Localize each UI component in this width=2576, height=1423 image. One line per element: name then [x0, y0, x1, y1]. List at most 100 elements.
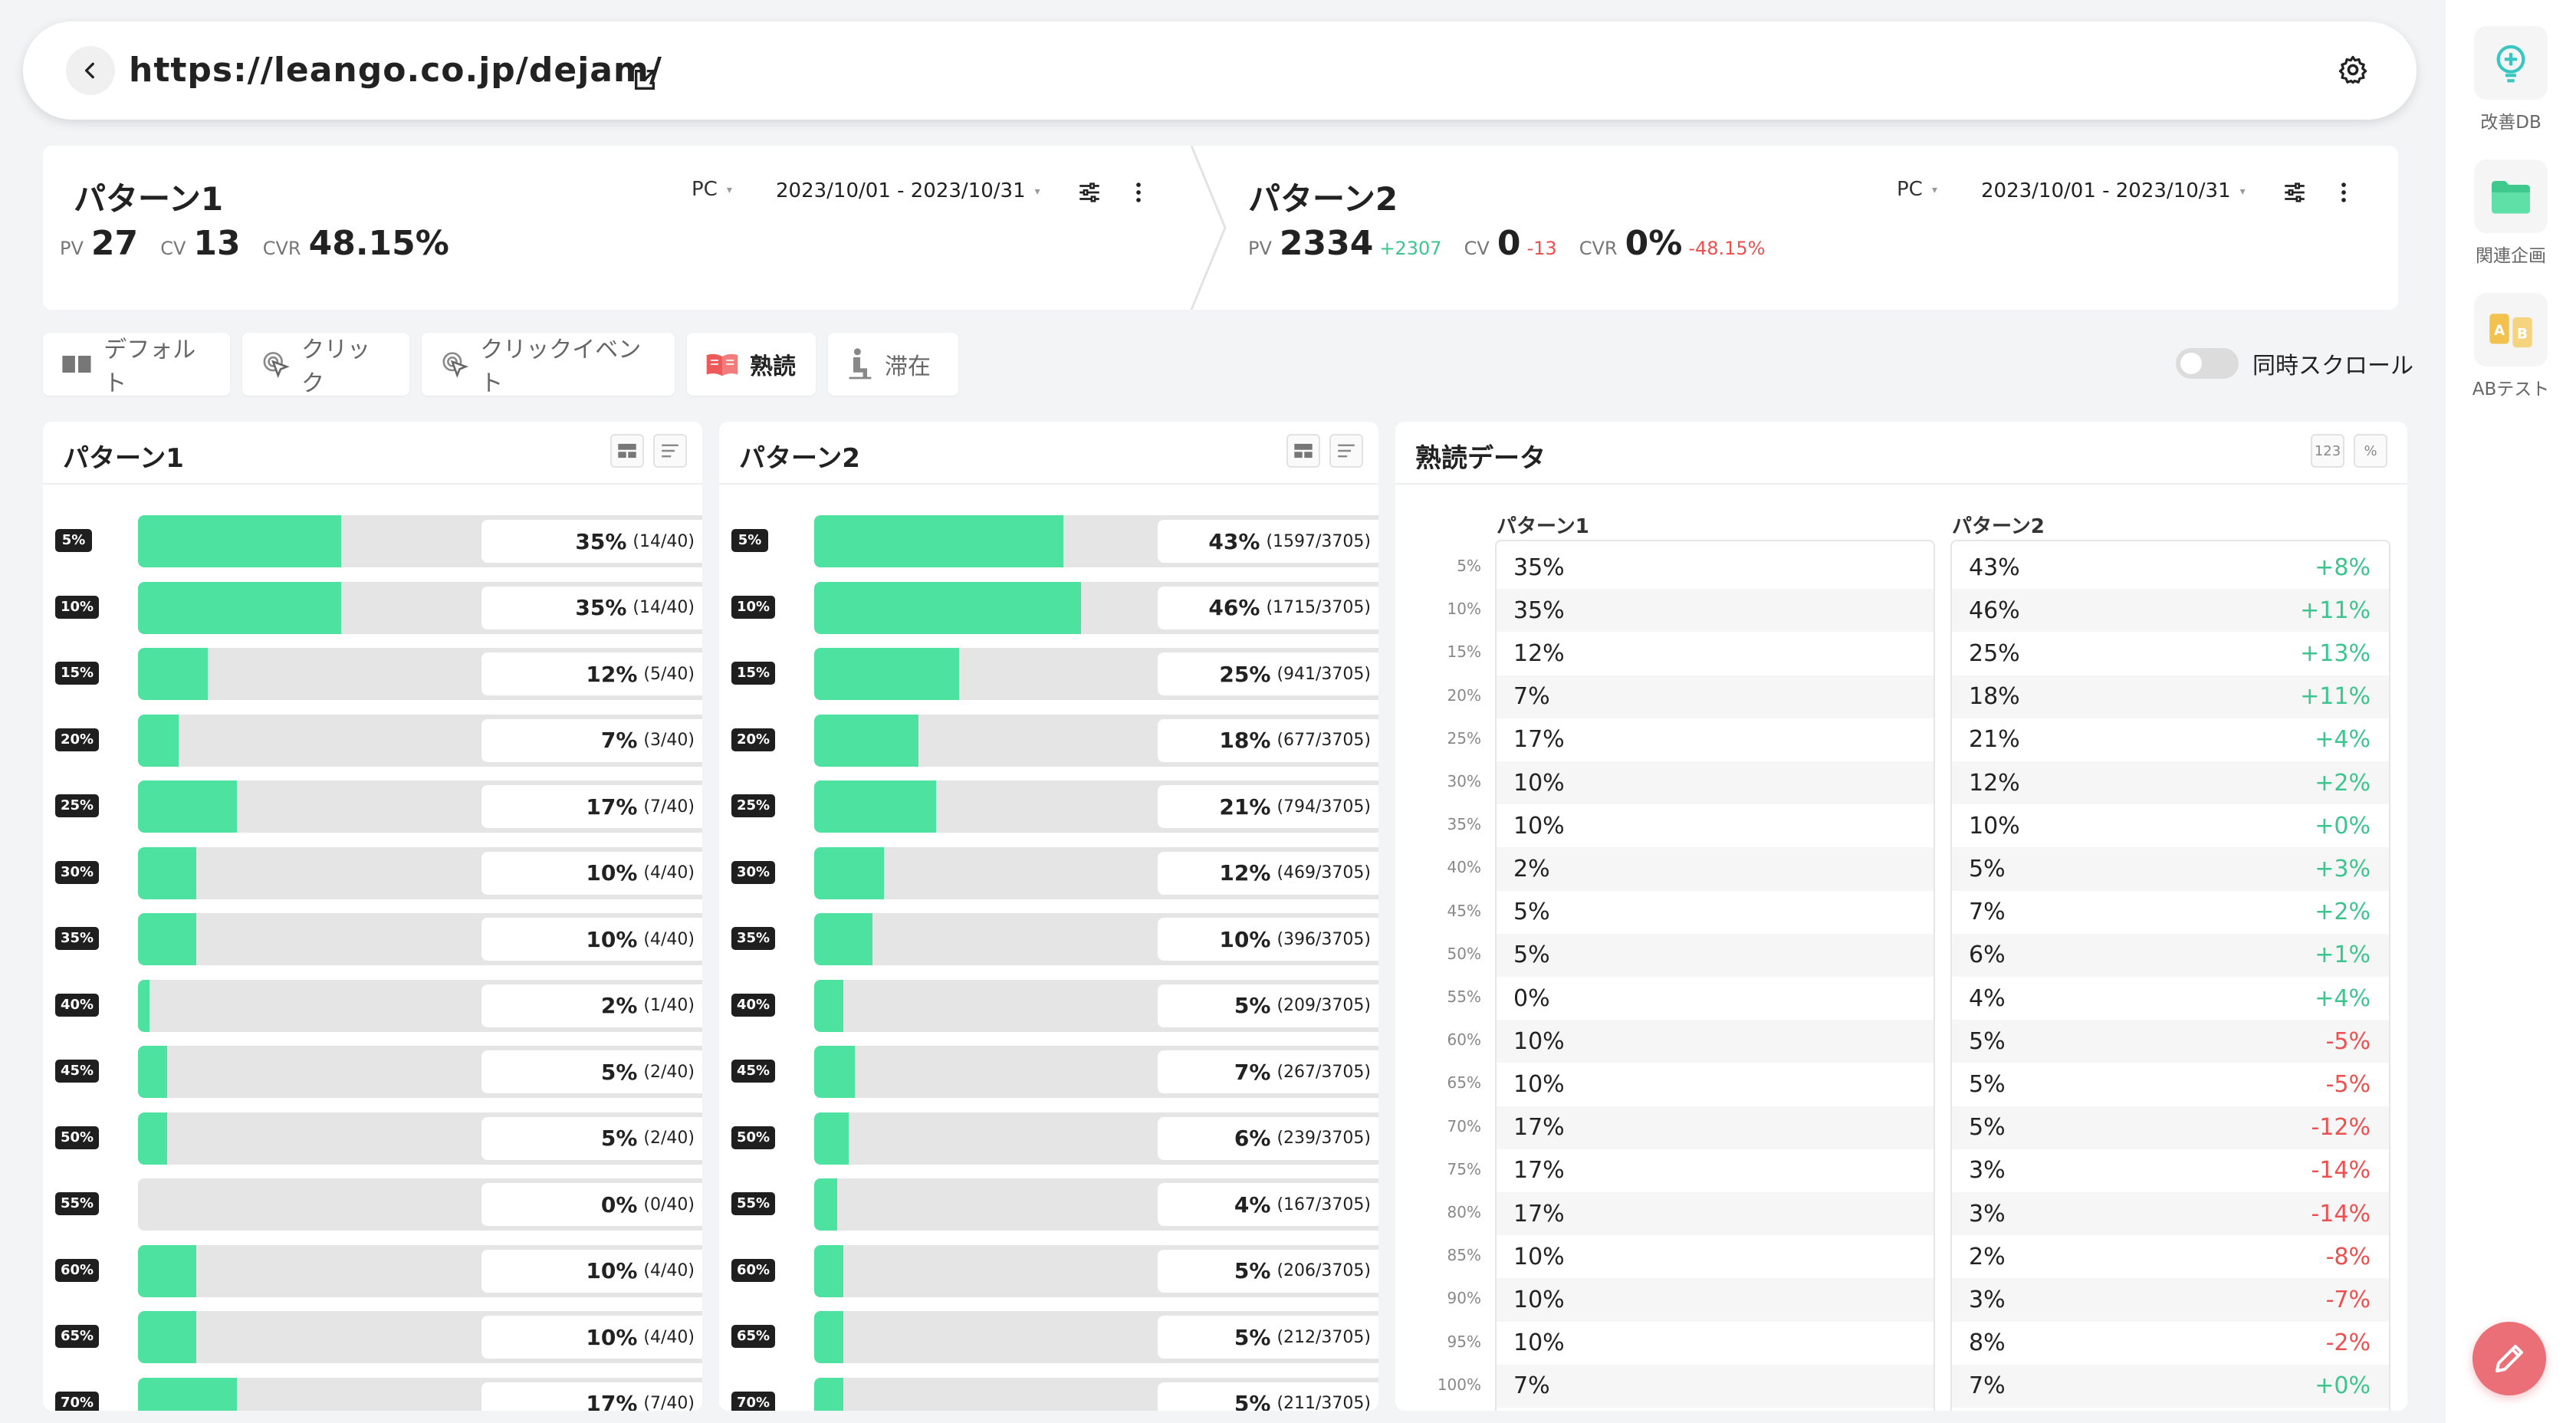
diff-value: +11%	[2300, 683, 2371, 711]
value-box: 5% (211/3705)	[1158, 1382, 1378, 1411]
tab-stay[interactable]: 滞在	[828, 333, 958, 396]
depth-label: 25%	[1447, 728, 1481, 748]
bar-fraction: (267/3705)	[1276, 1062, 1371, 1082]
bar-track: 10% (4/40)	[138, 846, 702, 899]
bar-row: 65% 10% (4/40)	[43, 1310, 702, 1365]
table-row: 8% -2%	[1952, 1322, 2389, 1365]
depth-label: 15%	[1447, 642, 1481, 662]
depth-label: 65%	[1447, 1073, 1481, 1093]
bar-row: 25% 21% (794/3705)	[719, 779, 1378, 834]
tab-default[interactable]: デフォルト	[43, 333, 230, 397]
more-vertical-icon[interactable]	[2331, 179, 2357, 205]
bar-value: 5%	[1234, 1258, 1271, 1283]
lightbulb-plus-icon	[2496, 44, 2525, 83]
panel-header: パターン1	[43, 422, 702, 485]
bar-fill	[814, 913, 872, 965]
count-mode-button[interactable]: 123	[2311, 434, 2344, 468]
external-link-icon[interactable]	[632, 67, 658, 93]
list-view-icon	[1294, 443, 1313, 458]
rail-item-improvement-db[interactable]: 改善DB	[2446, 26, 2576, 133]
view-bars-button[interactable]	[610, 434, 644, 468]
view-lines-button[interactable]	[1329, 434, 1363, 468]
value-box: 7% (3/40)	[481, 718, 702, 762]
more-vertical-icon[interactable]	[1125, 179, 1152, 205]
pattern-1-value: 10%	[1513, 769, 1565, 797]
depth-label: 80%	[1447, 1203, 1481, 1221]
value-box: 17% (7/40)	[481, 1382, 702, 1411]
edit-fab-button[interactable]	[2472, 1322, 2546, 1395]
click-cursor-icon	[263, 352, 290, 379]
rail-item-related-plans[interactable]: 関連企画	[2446, 159, 2576, 267]
bar-fill	[138, 979, 150, 1032]
tab-label: クリックイベント	[480, 337, 642, 397]
sync-scroll-toggle[interactable]: 同時スクロール	[2176, 347, 2413, 380]
pattern-2-value: 5%	[1969, 1070, 2006, 1098]
pattern-2-value: 5%	[1969, 855, 2006, 882]
tab-careful-reading[interactable]: 熟読	[687, 333, 816, 396]
bar-value: 7%	[600, 728, 638, 753]
depth-label: 20%	[1447, 685, 1481, 705]
pattern-2-value: 21%	[1969, 726, 2020, 754]
table-row: 17%	[1497, 1106, 1934, 1149]
table-row: 5% -12%	[1952, 1106, 2389, 1149]
pattern-1-panel: パターン1 5% 35% (14/40) 10% 35% (14/40) 15% 12% (5/…	[43, 422, 702, 1411]
tab-click[interactable]: クリック	[242, 333, 409, 397]
bar-fraction: (4/40)	[643, 863, 695, 882]
percent-mode-label: %	[2364, 442, 2377, 459]
value-box: 5% (206/3705)	[1158, 1249, 1378, 1293]
table-row: 12% +2%	[1952, 761, 2389, 805]
depth-badge: 10%	[731, 595, 776, 619]
bar-fill	[814, 1046, 855, 1098]
bar-fraction: (14/40)	[632, 598, 695, 617]
bar-track: 17% (7/40)	[138, 1377, 702, 1411]
bar-track: 18% (677/3705)	[814, 714, 1378, 767]
device-select[interactable]: PC ▾	[1897, 178, 1937, 201]
filter-sliders-icon[interactable]	[1076, 179, 1102, 205]
percent-mode-button[interactable]: %	[2354, 434, 2387, 468]
date-range-select[interactable]: 2023/10/01 - 2023/10/31 ▾	[1981, 179, 2246, 202]
value-box: 18% (677/3705)	[1158, 718, 1378, 762]
bar-value: 7%	[1234, 1059, 1271, 1085]
table-row: 21% +4%	[1952, 718, 2389, 761]
rail-label: 改善DB	[2480, 113, 2542, 133]
depth-label: 45%	[1447, 901, 1481, 920]
pattern-2-value: 25%	[1969, 639, 2020, 667]
bar-row: 40% 5% (209/3705)	[719, 978, 1378, 1034]
depth-badge: 50%	[731, 1126, 776, 1149]
tab-label: デフォルト	[104, 337, 196, 397]
table-row: 3% -14%	[1952, 1149, 2389, 1192]
reading-data-panel: 熟読データ 123 % パターン1 パターン2 5% 10% 15% 20% 25% 30…	[1395, 422, 2407, 1411]
value-box: 5% (209/3705)	[1158, 984, 1378, 1027]
gear-icon[interactable]	[2337, 54, 2369, 86]
depth-badge: 70%	[731, 1391, 776, 1411]
diff-value: +8%	[2315, 554, 2371, 581]
bar-row: 50% 6% (239/3705)	[719, 1111, 1378, 1166]
back-button[interactable]	[66, 46, 115, 95]
bar-fraction: (14/40)	[632, 531, 695, 551]
bar-fraction: (5/40)	[643, 664, 695, 684]
pattern-1-value: 5%	[1513, 899, 1550, 926]
value-box: 35% (14/40)	[481, 520, 702, 563]
rail-label: 関連企画	[2476, 246, 2546, 266]
lines-icon	[662, 444, 678, 458]
date-range-select[interactable]: 2023/10/01 - 2023/10/31 ▾	[776, 179, 1040, 202]
device-select[interactable]: PC ▾	[692, 178, 732, 201]
tab-click-event[interactable]: クリックイベント	[422, 333, 675, 397]
bar-fraction: (206/3705)	[1276, 1261, 1371, 1280]
bar-fraction: (1/40)	[643, 996, 695, 1015]
bar-fill	[138, 581, 341, 634]
toggle-switch[interactable]	[2176, 348, 2239, 379]
bar-fraction: (7/40)	[643, 1394, 695, 1411]
depth-label: 40%	[1447, 858, 1481, 877]
date-range-value: 2023/10/01 - 2023/10/31	[776, 179, 1026, 202]
depth-label: 5%	[1457, 557, 1481, 575]
value-box: 46% (1715/3705)	[1158, 586, 1378, 629]
depth-badge: 45%	[731, 1060, 776, 1083]
filter-sliders-icon[interactable]	[2282, 179, 2308, 205]
view-lines-button[interactable]	[653, 434, 687, 468]
bar-fill	[814, 1178, 838, 1231]
view-bars-button[interactable]	[1286, 434, 1320, 468]
diff-value: -5%	[2325, 1027, 2371, 1055]
